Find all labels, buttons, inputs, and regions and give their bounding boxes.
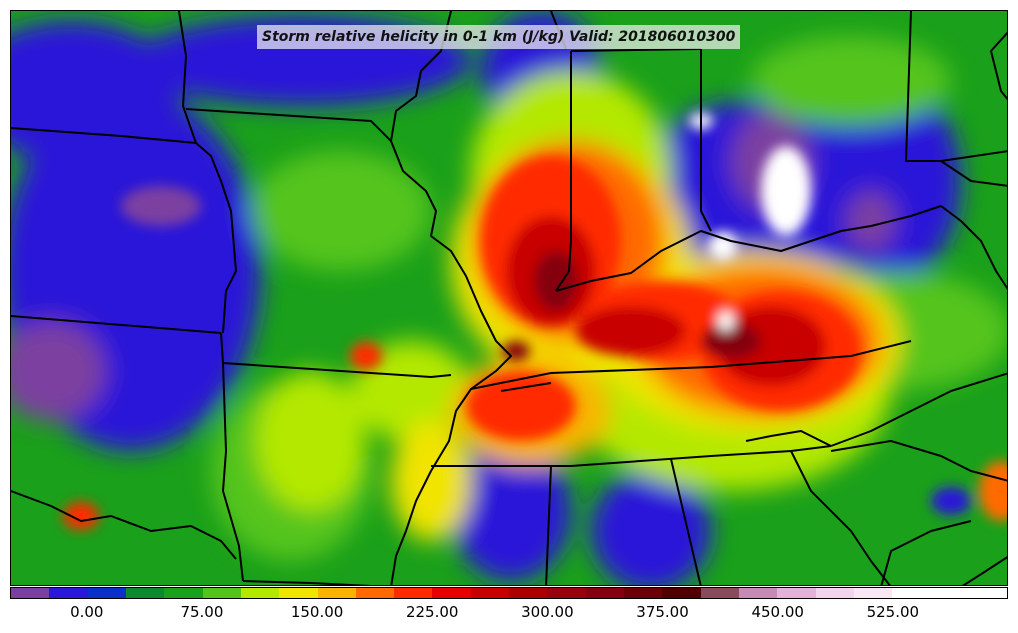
colorbar-segment: [509, 588, 548, 598]
colorbar-segment: [317, 588, 356, 598]
colorbar-segment: [11, 588, 50, 598]
colorbar-segment: [432, 588, 471, 598]
colorbar-segment: [585, 588, 624, 598]
colorbar-segment: [164, 588, 203, 598]
helicity-map: Storm relative helicity in 0-1 km (J/kg)…: [10, 10, 1008, 586]
colorbar-segment: [777, 588, 816, 598]
colorbar-segment: [49, 588, 88, 598]
colorbar-tick-label: 150.00: [290, 603, 344, 621]
colorbar: [10, 587, 1008, 599]
colorbar-segment: [547, 588, 586, 598]
colorbar-tick-label: 375.00: [636, 603, 689, 621]
colorbar-segment: [240, 588, 280, 598]
colorbar-tick-label: 225.00: [405, 603, 459, 621]
colorbar-tick-label: 75.00: [180, 603, 224, 621]
colorbar-segment: [279, 588, 318, 598]
colorbar-tick-label: 300.00: [521, 603, 574, 621]
colorbar-segment: [738, 588, 778, 598]
colorbar-labels: 0.00 75.00 150.00 225.00 300.00 375.00 450.00 5…: [10, 603, 1008, 625]
colorbar-segment: [662, 588, 701, 598]
colorbar-segment: [930, 588, 969, 598]
colorbar-segment: [125, 588, 165, 598]
colorbar-segment: [394, 588, 433, 598]
colorbar-segment: [892, 588, 931, 598]
map-title: Storm relative helicity in 0-1 km (J/kg)…: [257, 25, 741, 49]
colorbar-segment: [470, 588, 510, 598]
colorbar-segment: [700, 588, 739, 598]
colorbar-segment: [355, 588, 395, 598]
colorbar-segment: [815, 588, 854, 598]
colorbar-segment: [853, 588, 893, 598]
colorbar-segment: [624, 588, 663, 598]
helicity-field: [11, 11, 1007, 585]
colorbar-tick-label: 450.00: [751, 603, 804, 621]
colorbar-tick-label: 0.00: [70, 603, 104, 621]
colorbar-tick-label: 525.00: [866, 603, 920, 621]
colorbar-segment: [968, 588, 1008, 598]
colorbar-segment: [87, 588, 126, 598]
state-boundaries: [11, 11, 1007, 585]
colorbar-segment: [202, 588, 241, 598]
